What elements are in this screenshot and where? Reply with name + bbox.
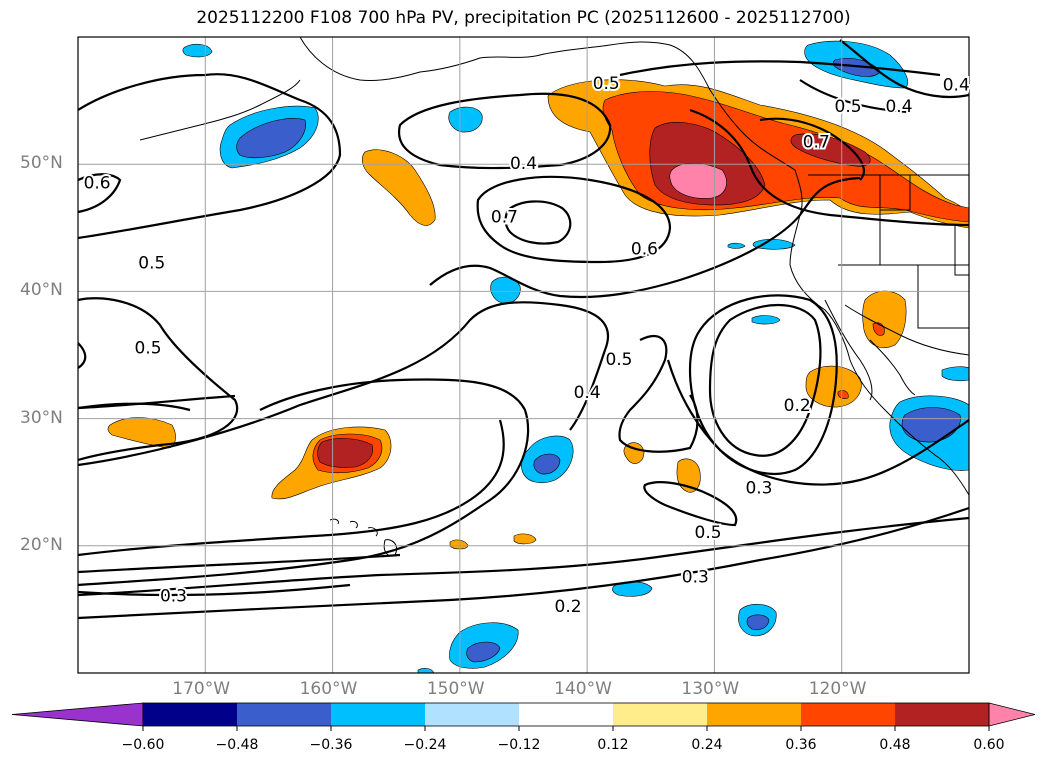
precip-negative-43n-b	[727, 242, 746, 249]
colorbar-tick-label: 0.48	[879, 737, 911, 753]
precip-negative-aleutian-inner	[236, 118, 306, 159]
precip-positive-small-3	[449, 539, 469, 550]
colorbar	[11, 702, 1036, 731]
precip-negative-top-left	[182, 43, 213, 58]
contour-label: 0.5	[695, 523, 722, 543]
gridlines	[78, 37, 969, 673]
aleutians	[139, 79, 301, 141]
precip-negative-south-inner	[466, 641, 501, 663]
lat-label: 20°N	[20, 534, 63, 555]
precip-negative-26n-inner	[533, 453, 561, 475]
lon-label: 150°W	[426, 679, 485, 699]
precip-positive-pnw-peak	[669, 162, 727, 199]
precip-positive-small-4	[513, 533, 537, 545]
contour-label: 0.3	[160, 587, 187, 607]
colorbar-segment	[801, 703, 896, 726]
contour-label: 0.5	[835, 97, 862, 117]
lon-label: 170°W	[172, 679, 231, 699]
contour-label: 0.6	[84, 173, 111, 193]
colorbar-extend-high	[988, 702, 1036, 727]
precip-negative-37n	[751, 315, 781, 325]
contour-label: 0.6	[631, 239, 658, 259]
lon-label: 130°W	[681, 679, 740, 699]
map-title: 2025112200 F108 700 hPa PV, precipitatio…	[196, 8, 851, 28]
colorbar-tick-label: 0.36	[785, 737, 817, 753]
colorbar-segment	[237, 703, 332, 726]
precip-positive-27n-core	[317, 438, 373, 468]
precip-negative-bottom	[417, 668, 435, 673]
precip-negative-far-right	[941, 366, 969, 382]
colorbar-segment	[331, 703, 426, 726]
contour-label: 0.3	[682, 568, 709, 588]
colorbar-frame	[142, 702, 990, 727]
colorbar-segment	[707, 703, 802, 726]
state-border-5	[880, 175, 911, 211]
colorbar-segment	[895, 703, 990, 726]
colorbar-segment	[425, 703, 520, 726]
precip-negative-small-north	[448, 106, 483, 133]
contour-labels: 0.5 0.40.5 0.40.70.40.60.70.60.50.50.50.40…	[82, 72, 972, 619]
contour-label: 0.2	[784, 396, 811, 416]
na-west-coast	[789, 169, 969, 496]
precip-positive-central	[361, 149, 436, 226]
mexico-border	[844, 304, 969, 356]
colorbar-tick-label: −0.24	[403, 737, 447, 753]
precip-positive-calif	[862, 290, 907, 349]
contour-label: 0.7	[491, 208, 518, 228]
coastlines	[139, 37, 969, 557]
lon-label: 140°W	[554, 679, 612, 699]
colorbar-extend-low	[11, 702, 144, 727]
gulf-california	[869, 339, 916, 396]
colorbar-tick-label: −0.60	[121, 737, 165, 753]
contour-label: 0.5	[134, 339, 161, 359]
contour-label: 0.5	[138, 253, 165, 273]
lon-label: 120°W	[808, 679, 867, 699]
precip-negative-mexico-inner	[901, 407, 961, 443]
precip-positive-small-1	[623, 442, 645, 464]
colorbar-tick-label: −0.12	[497, 737, 541, 753]
precip-shading	[107, 40, 969, 673]
baja	[824, 299, 873, 401]
state-border-4	[954, 225, 969, 276]
precip-positive-small-2	[676, 458, 701, 493]
contour-label: 0.4	[885, 97, 912, 117]
lat-label: 40°N	[20, 280, 63, 301]
lat-label: 30°N	[20, 407, 63, 428]
colorbar-tick-label: 0.12	[597, 737, 629, 753]
lat-label: 50°N	[20, 153, 63, 174]
colorbar-tick-label: 0.24	[691, 737, 723, 753]
precip-negative-43n	[752, 239, 796, 250]
colorbar-tick-label: −0.36	[309, 737, 353, 753]
contour-label: 0.2	[555, 597, 582, 617]
colorbar-segment	[143, 703, 238, 726]
contour-label: 0.5	[593, 74, 620, 94]
contour-label: 0.4	[943, 75, 970, 95]
colorbar-tick-label: 0.60	[973, 737, 1005, 753]
precip-negative-16n-inner	[746, 614, 770, 630]
lon-label: 160°W	[299, 679, 358, 699]
colorbar-segment	[613, 703, 708, 726]
precip-positive-baja-inner	[837, 390, 849, 399]
contour-label: 0.4	[510, 154, 537, 174]
plot-frame	[77, 36, 970, 674]
state-border-3	[917, 265, 969, 329]
contour-label: 0.7	[803, 133, 830, 153]
alaska-coast	[299, 37, 796, 171]
contour-label: 0.3	[745, 479, 772, 499]
colorbar-segment	[519, 703, 614, 726]
contour-label: 0.4	[574, 383, 601, 403]
contour-label: 0.5	[605, 350, 632, 370]
colorbar-tick-label: −0.48	[215, 737, 259, 753]
hawaii	[329, 518, 398, 557]
